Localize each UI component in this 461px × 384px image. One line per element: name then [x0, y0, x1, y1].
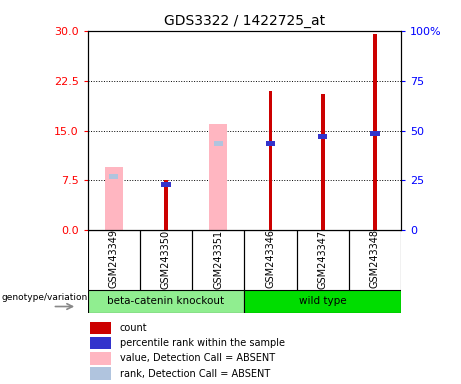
Text: count: count [120, 323, 148, 333]
Bar [161, 182, 171, 187]
Bar [90, 367, 111, 380]
Bar [244, 290, 401, 313]
Text: GSM243346: GSM243346 [266, 230, 276, 288]
Bar [266, 141, 275, 146]
Bar [90, 352, 111, 365]
Text: value, Detection Call = ABSENT: value, Detection Call = ABSENT [120, 353, 275, 363]
Title: GDS3322 / 1422725_at: GDS3322 / 1422725_at [164, 14, 325, 28]
Bar [213, 141, 223, 146]
Bar [296, 230, 349, 290]
Bar [349, 230, 401, 290]
Bar [370, 131, 379, 136]
Bar [164, 180, 168, 230]
Text: GSM243351: GSM243351 [213, 229, 223, 288]
Text: percentile rank within the sample: percentile rank within the sample [120, 338, 285, 348]
Text: GSM243350: GSM243350 [161, 229, 171, 288]
Text: wild type: wild type [299, 296, 347, 306]
Text: beta-catenin knockout: beta-catenin knockout [107, 296, 225, 306]
Bar [140, 230, 192, 290]
Bar [109, 174, 118, 179]
Text: genotype/variation: genotype/variation [2, 293, 88, 303]
Bar [269, 91, 272, 230]
Bar [373, 34, 377, 230]
Bar [321, 94, 325, 230]
Bar [90, 337, 111, 349]
Bar [88, 290, 244, 313]
Bar [244, 230, 296, 290]
Bar [88, 230, 140, 290]
Text: GSM243349: GSM243349 [109, 230, 119, 288]
Bar [192, 230, 244, 290]
Text: GSM243347: GSM243347 [318, 229, 328, 288]
Bar [209, 124, 227, 230]
Bar [90, 322, 111, 334]
Bar [318, 134, 327, 139]
Bar [105, 167, 123, 230]
Text: rank, Detection Call = ABSENT: rank, Detection Call = ABSENT [120, 369, 270, 379]
Text: GSM243348: GSM243348 [370, 230, 380, 288]
